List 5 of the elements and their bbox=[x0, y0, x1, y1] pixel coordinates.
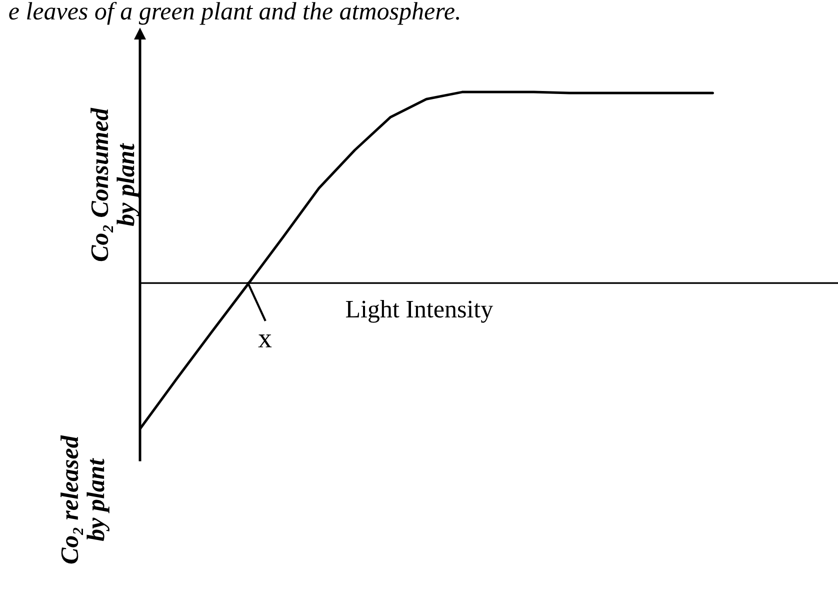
x-axis-title: Light Intensity bbox=[346, 300, 494, 323]
text: Co₂ Consumed by plant bbox=[90, 108, 140, 262]
chart-title: e leaves of a green plant and the atmosphere. bbox=[9, 2, 460, 25]
text: Co₂ released by plant bbox=[60, 435, 110, 564]
annotation: x bbox=[258, 334, 272, 348]
